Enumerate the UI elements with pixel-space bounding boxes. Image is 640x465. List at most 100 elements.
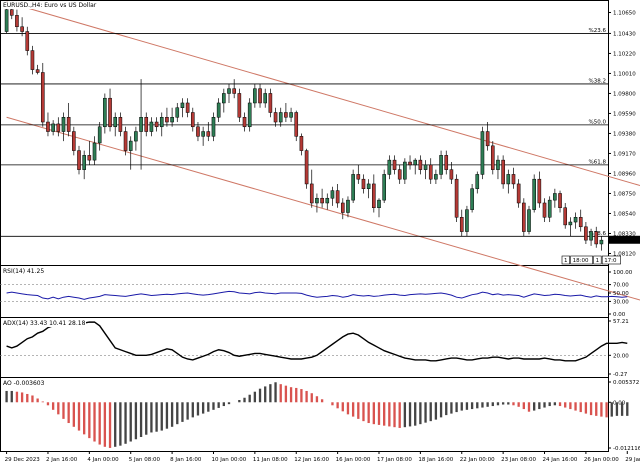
period-marker-label: 1 [564, 258, 568, 264]
bearish-candle [87, 155, 92, 161]
time-tick-label: 29 Jan 08:00 [625, 457, 640, 463]
bullish-candle [263, 93, 268, 104]
bullish-candle [278, 112, 283, 123]
time-tick-label: 24 Jan 16:00 [543, 457, 578, 463]
period-marker-label: 1 [596, 258, 600, 264]
price-tick-label: 1.08330 [613, 231, 636, 237]
bearish-candle [511, 174, 516, 185]
bearish-candle [578, 217, 583, 228]
bearish-candle [542, 202, 547, 218]
bearish-candle [320, 197, 324, 204]
time-tick-label: 4 Jan 00:00 [87, 457, 119, 463]
rsi-tick-label: 50.00 [613, 291, 629, 297]
price-tick-label: 1.08120 [613, 251, 636, 257]
time-tick-label: 10 Jan 00:00 [211, 457, 246, 463]
bearish-candle [165, 117, 169, 123]
time-tick-label: 8 Jan 16:00 [170, 457, 202, 463]
ao-title: AO -0.003603 [2, 380, 46, 387]
bearish-candle [459, 217, 464, 232]
bearish-candle [372, 183, 376, 209]
bearish-candle [522, 202, 526, 232]
rsi-tick-label: 0.00 [613, 312, 626, 318]
bullish-candle [553, 193, 557, 201]
bullish-candle [465, 209, 469, 232]
bullish-candle [480, 131, 485, 175]
bearish-candle [594, 231, 599, 245]
bearish-candle [501, 159, 505, 185]
adx-tick-label: 20.00 [613, 353, 629, 359]
bullish-candle [382, 174, 386, 201]
bearish-candle [25, 31, 30, 51]
bullish-candle [470, 188, 474, 210]
bullish-candle [180, 102, 185, 108]
bearish-candle [268, 93, 273, 113]
bullish-candle [61, 117, 66, 132]
time-tick-label: 5 Jan 08:00 [129, 457, 161, 463]
price-tick-label: 1.09800 [613, 91, 636, 97]
bullish-candle [366, 183, 371, 189]
bearish-candle [232, 88, 236, 94]
price-tick-label: 1.08960 [613, 171, 636, 177]
bullish-candle [527, 209, 531, 232]
bearish-candle [77, 150, 81, 170]
bullish-candle [103, 97, 107, 128]
price-tick-label: 1.10650 [613, 10, 636, 16]
bearish-candle [408, 161, 412, 166]
period-marker-label: 17:0 [604, 258, 617, 264]
bullish-candle [149, 121, 154, 132]
bullish-candle [568, 221, 573, 226]
bullish-candle [139, 117, 143, 132]
bearish-candle [335, 190, 340, 204]
bearish-candle [154, 121, 159, 128]
chart-frame [0, 0, 609, 452]
bearish-candle [9, 9, 14, 16]
bullish-candle [128, 140, 133, 151]
bullish-candle [227, 88, 231, 94]
time-tick-label: 22 Jan 00:00 [460, 457, 495, 463]
bearish-candle [108, 97, 112, 128]
bearish-candle [485, 131, 490, 147]
rsi-tick-label: 70.00 [613, 283, 629, 289]
bullish-candle [573, 217, 578, 223]
current-price-label: 1.08264 [611, 238, 634, 244]
bullish-candle [113, 117, 118, 128]
bullish-candle [589, 231, 593, 241]
bearish-candle [284, 112, 288, 118]
period-marker-box [593, 255, 602, 265]
ao-tick-label: 0.005372 [613, 380, 639, 386]
bearish-candle [361, 178, 366, 189]
period-marker-label: 18:00 [573, 258, 589, 264]
bearish-candle [537, 178, 542, 204]
bullish-candle [403, 161, 407, 180]
time-tick-label: 29 Dec 2023 [5, 457, 41, 463]
bullish-candle [377, 199, 381, 209]
bearish-candle [196, 126, 200, 137]
adx-title: ADX(14) 33.43 10.41 28.18 [2, 320, 87, 327]
bearish-candle [144, 117, 149, 132]
bearish-candle [444, 155, 449, 170]
time-tick-label: 23 Jan 08:00 [501, 457, 536, 463]
bullish-candle [330, 190, 335, 199]
bullish-candle [547, 199, 552, 218]
bullish-candle [413, 159, 418, 166]
bearish-candle [258, 88, 262, 104]
bearish-candle [397, 169, 402, 180]
time-tick-label: 26 Jan 00:00 [584, 457, 619, 463]
bearish-candle [294, 112, 299, 137]
bullish-candle [253, 88, 257, 104]
bullish-candle [159, 117, 164, 128]
period-marker-box [570, 255, 593, 265]
bullish-candle [51, 123, 55, 132]
bullish-candle [506, 174, 511, 185]
channel-line [6, 116, 640, 301]
bearish-candle [392, 159, 397, 170]
bullish-candle [97, 126, 102, 144]
time-tick-label: 16 Jan 00:00 [336, 457, 371, 463]
bullish-candle [201, 131, 205, 137]
bearish-candle [584, 226, 588, 241]
bearish-candle [185, 102, 190, 113]
adx-tick-label: -0.27 [613, 372, 628, 378]
time-tick-label: 12 Jan 16:00 [294, 457, 329, 463]
fib-level-label: %50.0 [589, 119, 607, 125]
rsi-line [6, 290, 628, 300]
